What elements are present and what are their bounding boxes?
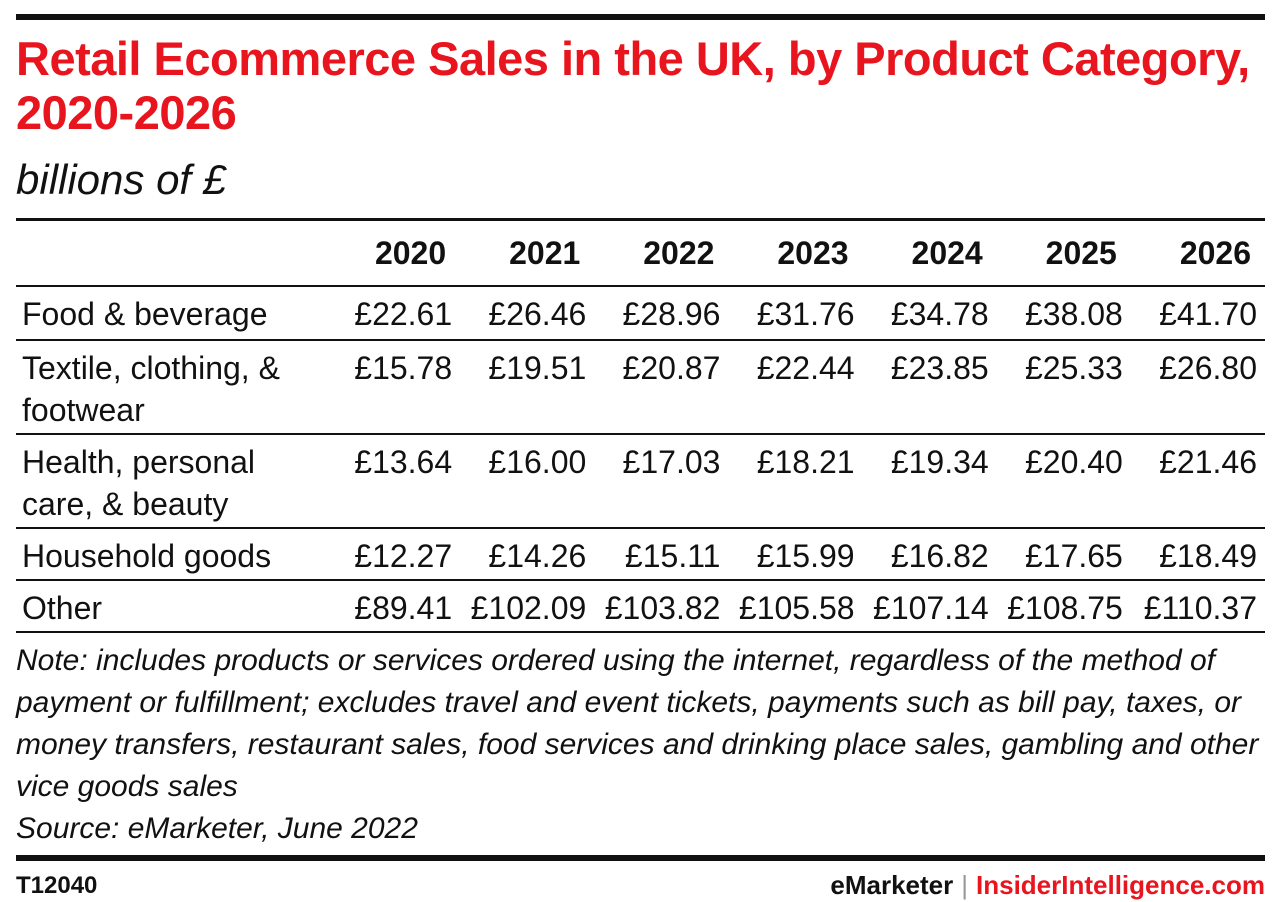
cell-value: £22.61 — [326, 286, 461, 341]
table-row: Health, personal care, & beauty £13.64 £16… — [16, 434, 1265, 529]
cell-value: £25.33 — [996, 340, 1131, 435]
cell-value: £21.46 — [1130, 434, 1265, 529]
cell-value: £110.37 — [1130, 580, 1265, 633]
cell-value: £108.75 — [996, 580, 1131, 633]
cell-value: £22.44 — [728, 340, 863, 435]
cell-value: £89.41 — [326, 580, 461, 633]
header-year-2024: 2024 — [862, 221, 997, 287]
cell-value: £20.40 — [996, 434, 1131, 529]
cell-value: £12.27 — [326, 528, 461, 581]
cell-value: £34.78 — [862, 286, 997, 341]
header-year-2023: 2023 — [728, 221, 863, 287]
table-top-rule — [16, 218, 1265, 221]
row-label: Household goods — [16, 528, 326, 581]
cell-value: £16.82 — [862, 528, 997, 581]
row-label: Health, personal care, & beauty — [16, 434, 326, 529]
table-row: Other £89.41 £102.09 £103.82 £105.58 £107.14 £… — [16, 580, 1265, 633]
cell-value: £105.58 — [728, 580, 863, 633]
cell-value: £28.96 — [594, 286, 729, 341]
header-year-2020: 2020 — [326, 221, 461, 287]
chart-code: T12040 — [16, 872, 98, 899]
cell-value: £102.09 — [460, 580, 595, 633]
note-text: Note: includes products or services orde… — [16, 644, 1259, 803]
header-year-2022: 2022 — [594, 221, 729, 287]
source-text: Source: eMarketer, June 2022 — [16, 812, 418, 845]
cell-value: £18.21 — [728, 434, 863, 529]
brand-insider-intelligence: InsiderIntelligence.com — [976, 870, 1265, 900]
header-category — [16, 221, 326, 287]
table-row: Food & beverage £22.61 £26.46 £28.96 £31.76 £… — [16, 286, 1265, 341]
cell-value: £15.78 — [326, 340, 461, 435]
brand-emarketer: eMarketer — [830, 870, 954, 900]
header-row: 2020 2021 2022 2023 2024 2025 2026 — [16, 221, 1265, 287]
cell-value: £17.03 — [594, 434, 729, 529]
cell-value: £17.65 — [996, 528, 1131, 581]
cell-value: £23.85 — [862, 340, 997, 435]
header-year-2021: 2021 — [460, 221, 595, 287]
cell-value: £31.76 — [728, 286, 863, 341]
row-label: Other — [16, 580, 326, 633]
chart-note: Note: includes products or services orde… — [16, 640, 1265, 850]
table-row: Textile, clothing, & footwear £15.78 £19.5… — [16, 340, 1265, 435]
chart-subtitle: billions of £ — [16, 156, 227, 203]
cell-value: £103.82 — [594, 580, 729, 633]
cell-value: £15.11 — [594, 528, 729, 581]
cell-value: £13.64 — [326, 434, 461, 529]
brand-separator: | — [961, 870, 969, 900]
cell-value: £26.80 — [1130, 340, 1265, 435]
cell-value: £16.00 — [460, 434, 595, 529]
chart-title: Retail Ecommerce Sales in the UK, by Pro… — [16, 32, 1250, 139]
cell-value: £107.14 — [862, 580, 997, 633]
data-table: 2020 2021 2022 2023 2024 2025 2026 Food & beve… — [16, 221, 1265, 633]
header-year-2025: 2025 — [996, 221, 1131, 287]
cell-value: £14.26 — [460, 528, 595, 581]
header-year-2026: 2026 — [1130, 221, 1265, 287]
cell-value: £19.34 — [862, 434, 997, 529]
cell-value: £15.99 — [728, 528, 863, 581]
cell-value: £26.46 — [460, 286, 595, 341]
brand-footer: eMarketer | InsiderIntelligence.com — [830, 870, 1265, 901]
cell-value: £18.49 — [1130, 528, 1265, 581]
cell-value: £38.08 — [996, 286, 1131, 341]
top-rule — [16, 14, 1265, 20]
row-label: Food & beverage — [16, 286, 326, 341]
row-label: Textile, clothing, & footwear — [16, 340, 326, 435]
cell-value: £20.87 — [594, 340, 729, 435]
bottom-rule — [16, 855, 1265, 861]
table-row: Household goods £12.27 £14.26 £15.11 £15.99 £… — [16, 528, 1265, 581]
cell-value: £41.70 — [1130, 286, 1265, 341]
cell-value: £19.51 — [460, 340, 595, 435]
table-body: Food & beverage £22.61 £26.46 £28.96 £31.76 £… — [16, 286, 1265, 633]
